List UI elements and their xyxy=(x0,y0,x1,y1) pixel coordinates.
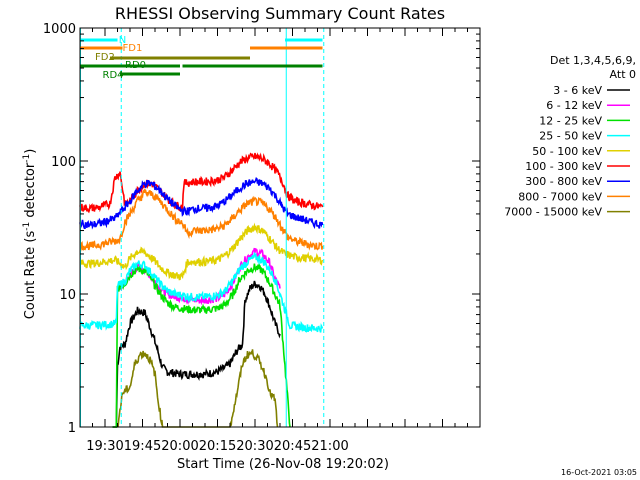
y-label-mid: detector xyxy=(23,162,38,222)
chart-title: RHESSI Observing Summary Count Rates xyxy=(115,4,445,23)
y-label-exp2: -1 xyxy=(22,154,32,163)
y-label-prefix: Count Rate (s xyxy=(23,231,38,320)
legend: Det 1,3,4,5,6,9, Att 0 3 - 6 keV 6 - 12 k… xyxy=(504,54,636,219)
x-tick-label-5: 20:45 xyxy=(274,439,311,454)
series-line-7 xyxy=(79,188,324,252)
series-line-5 xyxy=(79,152,324,214)
y-label-exp1: -1 xyxy=(22,222,32,231)
x-axis-label: Start Time (26-Nov-08 19:20:02) xyxy=(177,457,389,472)
legend-label-8: 7000 - 15000 keV xyxy=(504,206,602,219)
y-tick-label-3: 1000 xyxy=(43,22,76,37)
legend-label-5: 100 - 300 keV xyxy=(525,160,602,173)
y-tick-label-1: 10 xyxy=(59,288,76,303)
y-axis: 1 10 100 1000 xyxy=(43,22,480,436)
y-tick-label-0: 1 xyxy=(68,421,76,436)
render-timestamp: 16-Oct-2021 03:05 xyxy=(561,468,637,477)
legend-label-2: 12 - 25 keV xyxy=(539,114,602,127)
x-tick-label-6: 21:00 xyxy=(311,439,348,454)
y-axis-label: Count Rate (s-1 detector-1) xyxy=(22,149,38,320)
legend-label-3: 25 - 50 keV xyxy=(539,130,602,143)
x-tick-label-0: 19:30 xyxy=(86,439,123,454)
series-line-6 xyxy=(79,177,324,231)
series-line-0 xyxy=(112,280,281,428)
series-line-8 xyxy=(117,349,279,428)
state-label-rd0: RD0 xyxy=(125,60,146,71)
state-label-rd4: RD4 xyxy=(103,70,124,81)
x-tick-label-4: 20:30 xyxy=(236,439,273,454)
x-tick-label-2: 20:00 xyxy=(161,439,198,454)
legend-header-line-2: Att 0 xyxy=(610,68,636,81)
x-axis: 19:30 19:45 20:00 20:15 20:30 20:45 21:00 xyxy=(79,28,481,454)
x-tick-label-1: 19:45 xyxy=(124,439,161,454)
legend-label-1: 6 - 12 keV xyxy=(546,99,602,112)
legend-label-0: 3 - 6 keV xyxy=(553,84,602,97)
legend-label-6: 300 - 800 keV xyxy=(525,175,602,188)
state-label-n: N xyxy=(119,35,126,46)
legend-label-7: 800 - 7000 keV xyxy=(518,190,602,203)
state-label-fd1: FD1 xyxy=(123,43,143,54)
legend-header-line-1: Det 1,3,4,5,6,9, xyxy=(550,54,636,67)
state-label-fd2: FD2 xyxy=(95,52,115,63)
x-tick-label-3: 20:15 xyxy=(199,439,236,454)
series-line-4 xyxy=(79,222,324,281)
series-line-2 xyxy=(112,262,291,428)
y-tick-label-2: 100 xyxy=(51,155,76,170)
series-line-3 xyxy=(79,251,324,333)
y-label-suffix: ) xyxy=(23,149,38,154)
legend-label-4: 50 - 100 keV xyxy=(532,145,602,158)
